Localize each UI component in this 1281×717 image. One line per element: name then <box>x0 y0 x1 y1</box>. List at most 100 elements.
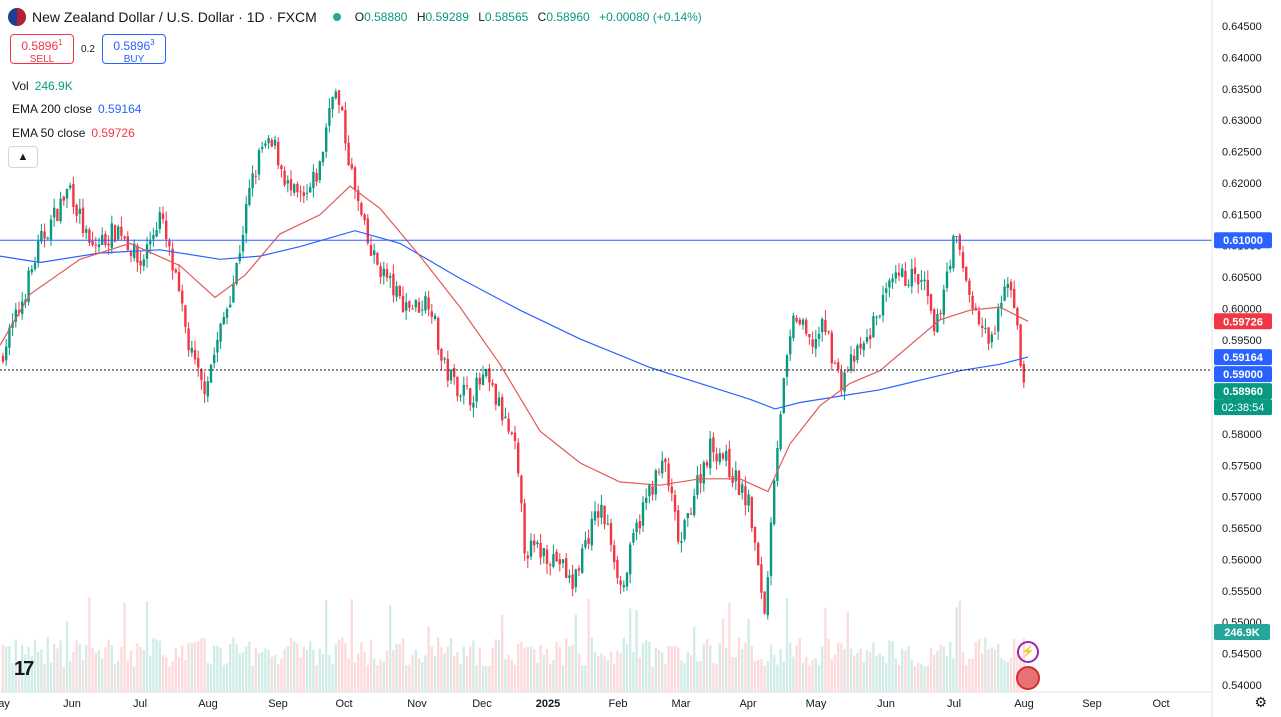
volume-bar <box>766 661 769 692</box>
candle-body <box>248 188 251 205</box>
candle-body <box>187 328 190 351</box>
volume-bar <box>933 654 936 692</box>
candle-body <box>657 471 661 473</box>
candle-body <box>680 541 683 543</box>
volume-bar <box>593 652 597 692</box>
candle-body <box>561 559 565 564</box>
candle-body <box>686 513 689 519</box>
candle-body <box>174 269 177 273</box>
sell-button[interactable]: 0.58961 SELL <box>10 34 74 65</box>
volume-legend[interactable]: Vol 246.9K <box>12 79 73 93</box>
candle-body <box>763 591 766 614</box>
candle-body <box>462 384 465 396</box>
volume-bar <box>625 644 629 692</box>
volume-bar <box>744 642 747 692</box>
candle-body <box>1019 324 1022 366</box>
volume-bar <box>117 660 120 692</box>
candle-body <box>136 245 139 263</box>
candle-body <box>843 372 846 392</box>
candle-body <box>385 269 389 278</box>
candle-body <box>328 108 331 126</box>
collapse-legend-button[interactable]: ▲ <box>8 146 38 168</box>
volume-bar <box>136 643 139 692</box>
candle-body <box>293 184 296 193</box>
candle-body <box>213 354 216 364</box>
candle-body <box>184 305 187 327</box>
candle-body <box>267 138 270 144</box>
candle-body <box>366 218 369 244</box>
candle-body <box>398 285 401 297</box>
candle-body <box>129 252 133 256</box>
volume-bar <box>59 640 62 692</box>
volume-bar <box>475 664 478 692</box>
candle-body <box>14 309 17 322</box>
volume-bar <box>382 661 385 692</box>
candle-body <box>523 503 526 554</box>
volume-bar <box>606 659 609 692</box>
candle-body <box>229 304 232 308</box>
candle-body <box>849 354 853 371</box>
volume-bar <box>40 649 43 692</box>
volume-bar <box>635 609 638 692</box>
us-flag-event-icon[interactable] <box>1016 666 1040 690</box>
volume-bar <box>894 658 897 692</box>
symbol-title[interactable]: New Zealand Dollar / U.S. Dollar · 1D · … <box>32 9 317 25</box>
candle-body <box>577 568 581 571</box>
volume-bar <box>65 621 69 692</box>
ema50-legend[interactable]: EMA 50 close 0.59726 <box>12 126 135 140</box>
ema200-legend[interactable]: EMA 200 close 0.59164 <box>12 102 142 116</box>
candle-body <box>392 273 395 296</box>
time-tick-label: Jun <box>63 698 81 710</box>
candle-body <box>353 167 357 190</box>
candle-body <box>961 252 965 269</box>
candle-body <box>401 295 405 313</box>
candle-body <box>555 551 558 562</box>
candle-body <box>513 432 517 441</box>
volume-bar <box>465 655 469 692</box>
candle-body <box>760 564 763 593</box>
candle-body <box>574 569 577 588</box>
volume-bar <box>232 637 235 692</box>
volume-bar <box>494 639 497 692</box>
candle-body <box>801 319 805 325</box>
buy-button[interactable]: 0.58963 BUY <box>102 34 166 65</box>
volume-bar <box>373 658 376 692</box>
settings-gear-icon[interactable]: ⚙ <box>1254 694 1267 710</box>
candle-body <box>485 368 488 377</box>
candle-body <box>117 226 120 240</box>
volume-bar <box>574 614 577 692</box>
candle-body <box>46 237 49 239</box>
candle-body <box>549 564 552 566</box>
volume-bar <box>219 647 222 692</box>
volume-bar <box>843 649 846 692</box>
price-tick-label: 0.60000 <box>1222 303 1262 315</box>
candle-body <box>33 263 37 270</box>
volume-bar <box>72 652 75 692</box>
candle-body <box>405 302 408 311</box>
candle-body <box>81 207 85 234</box>
candle-body <box>149 241 152 245</box>
candle-body <box>705 461 709 466</box>
volume-bar <box>296 643 299 692</box>
candle-body <box>197 358 200 368</box>
lightning-event-icon[interactable]: ⚡ <box>1017 641 1039 663</box>
candle-body <box>542 548 545 557</box>
volume-bar <box>293 641 296 692</box>
volume-bar <box>1003 660 1006 692</box>
volume-bar <box>11 663 14 692</box>
candle-body <box>792 315 795 339</box>
volume-bar <box>753 661 757 692</box>
candle-body <box>529 540 533 557</box>
volume-bar <box>14 639 17 692</box>
volume-bar <box>385 650 389 692</box>
tradingview-logo-icon[interactable]: 17 <box>14 658 34 680</box>
candle-body <box>206 381 209 397</box>
volume-bar <box>53 644 56 692</box>
candle-body <box>37 241 40 263</box>
candle-body <box>539 542 542 558</box>
volume-bar <box>971 658 974 692</box>
time-tick-label: Mar <box>672 698 691 710</box>
candle-body <box>725 450 728 461</box>
volume-bar <box>997 644 1000 692</box>
